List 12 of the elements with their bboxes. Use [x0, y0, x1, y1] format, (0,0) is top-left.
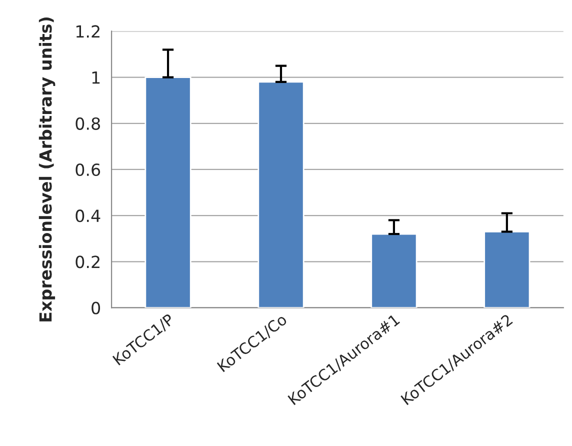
y-axis-title: Expressionlevel (Arbitrary units) — [38, 18, 56, 322]
y-tick-label: 0.8 — [76, 117, 100, 130]
y-tick-label: 0 — [92, 302, 100, 314]
y-tick-label: 1 — [92, 71, 100, 84]
bar — [484, 231, 530, 308]
y-tick-label: 1.2 — [76, 25, 100, 38]
y-tick-label: 0.2 — [76, 256, 100, 268]
y-tick-label: 0.4 — [76, 210, 100, 222]
bar — [144, 76, 192, 308]
bar — [370, 233, 418, 308]
bar — [258, 81, 304, 308]
y-tick-label: 0.6 — [76, 163, 100, 176]
